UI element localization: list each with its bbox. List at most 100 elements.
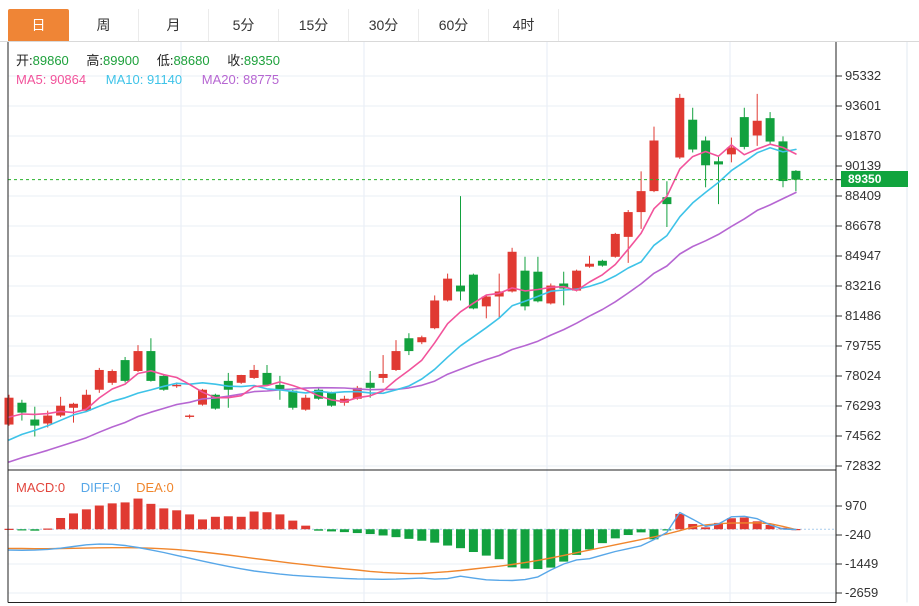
macd-axis-label: -2659 — [845, 585, 879, 600]
diff-line — [8, 511, 797, 582]
macd-histogram-bar — [520, 529, 530, 569]
macd-histogram-bar — [468, 529, 478, 553]
macd-axis-label: -1449 — [845, 556, 879, 571]
macd-histogram-bar — [314, 529, 324, 531]
macd-histogram-bar — [572, 529, 582, 555]
ma5-line — [8, 143, 797, 418]
candle-body — [262, 372, 272, 385]
ohlc-summary: 开:89860 高:89900 低:88680 收:89350 — [16, 50, 294, 69]
macd-histogram-bar — [456, 529, 465, 549]
macd-axis-label: -240 — [845, 527, 872, 542]
macd-histogram-bar — [597, 529, 607, 544]
macd-histogram-bar — [133, 498, 143, 530]
tab-day[interactable]: 日 — [8, 9, 69, 41]
candle-body — [198, 389, 207, 405]
candle-body — [507, 251, 517, 292]
ma-summary: MA5: 90864 MA10: 91140 MA20: 88775 — [16, 72, 279, 87]
tab-30min[interactable]: 30分 — [349, 9, 419, 41]
candle-body — [133, 351, 143, 372]
macd-histogram-bar — [636, 529, 646, 533]
candle-body — [675, 97, 685, 158]
macd-histogram-bar — [120, 502, 130, 530]
macd-histogram-bar — [404, 529, 414, 539]
macd-histogram-bar — [352, 529, 362, 534]
macd-histogram-bar — [765, 524, 775, 530]
candle-body — [146, 351, 156, 381]
tab-week[interactable]: 周 — [69, 9, 139, 41]
candle-body — [546, 285, 556, 304]
macd-histogram-bar — [30, 529, 40, 531]
candle-body — [223, 380, 233, 390]
high-label: 高: — [86, 53, 104, 68]
macd-histogram-bar — [236, 516, 246, 530]
candle-body — [236, 374, 246, 383]
candle-body — [314, 389, 324, 399]
candle-body — [623, 212, 633, 237]
price-axis-label: 83216 — [845, 278, 882, 293]
candle-body — [430, 300, 440, 329]
tab-5min[interactable]: 5分 — [209, 9, 279, 41]
candle-body — [726, 147, 736, 155]
tab-60min[interactable]: 60分 — [419, 9, 489, 41]
macd-histogram-bar — [559, 529, 569, 562]
macd-histogram-bar — [430, 529, 440, 543]
macd-histogram-bar — [210, 516, 220, 530]
last-price-tag: 89350 — [841, 171, 908, 187]
macd-histogram-bar — [417, 529, 427, 541]
macd-histogram-bar — [69, 513, 78, 530]
candle-body — [456, 285, 465, 292]
price-axis-label: 95332 — [845, 68, 882, 83]
macd-readout: MACD:0 — [16, 480, 66, 495]
diff-readout: DIFF:0 — [80, 480, 121, 495]
candle-body — [249, 369, 259, 378]
candle-body — [533, 271, 543, 302]
macd-histogram-bar — [533, 529, 543, 570]
candle-body — [649, 140, 659, 192]
macd-histogram-bar — [146, 503, 156, 530]
macd-histogram-bar — [223, 516, 233, 530]
candle-body — [752, 120, 762, 136]
price-axis-label: 88409 — [845, 188, 882, 203]
macd-histogram-bar — [198, 519, 207, 530]
candle-body — [301, 397, 311, 410]
candle-body — [701, 140, 711, 166]
macd-histogram-bar — [4, 528, 14, 530]
dea-line — [8, 522, 797, 575]
candle-body — [339, 398, 349, 403]
tab-4hour[interactable]: 4时 — [489, 9, 559, 41]
interval-tabbar: 日 周 月 5分 15分 30分 60分 4时 — [0, 0, 919, 42]
candle-body — [585, 263, 594, 267]
candle-body — [288, 390, 298, 408]
candle-body — [159, 375, 169, 390]
dea-readout: DEA:0 — [136, 480, 174, 495]
macd-histogram-bar — [701, 527, 711, 530]
candle-body — [81, 394, 91, 411]
candle-body — [4, 397, 14, 425]
macd-histogram-bar — [365, 529, 375, 535]
candle-body — [636, 191, 646, 213]
macd-histogram-bar — [481, 529, 491, 556]
macd-histogram-bar — [262, 512, 272, 530]
macd-histogram-bar — [585, 529, 594, 550]
candle-body — [597, 260, 607, 266]
macd-histogram-bar — [327, 529, 336, 532]
candle-body — [520, 270, 530, 307]
macd-histogram-bar — [172, 510, 182, 530]
macd-histogram-bar — [546, 529, 556, 568]
macd-histogram-bar — [752, 521, 762, 530]
candle-body — [714, 161, 723, 165]
macd-histogram-bar — [43, 528, 53, 530]
macd-histogram-bar — [675, 513, 685, 530]
open-label: 开: — [16, 53, 33, 68]
price-axis-label: 90139 — [845, 158, 882, 173]
macd-histogram-bar — [185, 514, 195, 530]
candle-body — [417, 337, 427, 343]
ma20-line — [8, 191, 797, 463]
macd-summary: MACD:0 DIFF:0 DEA:0 — [16, 480, 174, 495]
price-axis-label: 84947 — [845, 248, 882, 263]
tab-15min[interactable]: 15分 — [279, 9, 349, 41]
macd-histogram-bar — [56, 517, 66, 530]
tab-month[interactable]: 月 — [139, 9, 209, 41]
price-axis-label: 81486 — [845, 308, 882, 323]
